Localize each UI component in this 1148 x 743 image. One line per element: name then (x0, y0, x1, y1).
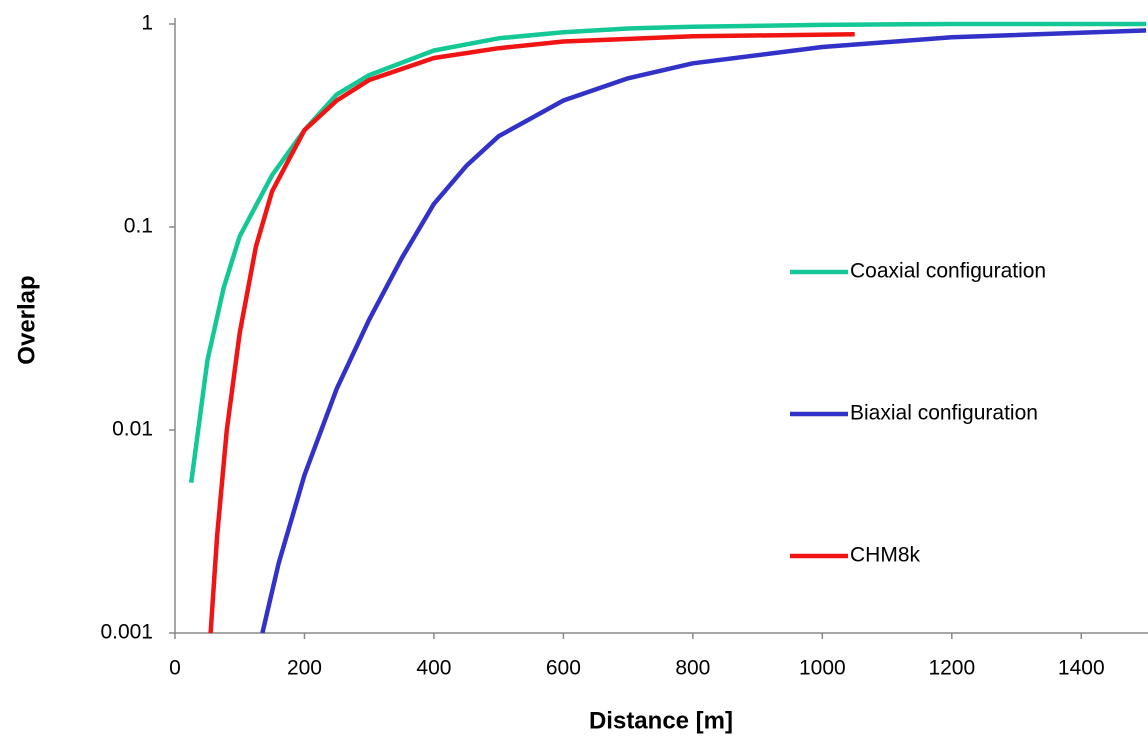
y-tick-label: 0.001 (100, 621, 153, 644)
x-tick-label: 1000 (799, 657, 846, 680)
y-tick-label: 1 (141, 12, 153, 35)
x-tick-label: 600 (546, 657, 581, 680)
y-tick-label: 0.01 (112, 418, 153, 441)
legend-label: Coaxial configuration (850, 260, 1046, 283)
x-tick-label: 800 (675, 657, 710, 680)
x-axis-title: Distance [m] (589, 707, 733, 734)
x-tick-label: 1200 (928, 657, 975, 680)
x-tick-label: 1400 (1058, 657, 1105, 680)
x-tick-label: 200 (287, 657, 322, 680)
legend-label: CHM8k (850, 544, 921, 567)
line (188, 21, 1146, 483)
y-tick-label: 0.1 (124, 215, 153, 238)
line (260, 28, 1147, 634)
line (208, 32, 855, 634)
x-tick-label: 0 (169, 657, 181, 680)
x-tick-label: 400 (416, 657, 451, 680)
legend-label: Biaxial configuration (850, 402, 1038, 425)
y-axis-title: Overlap (13, 275, 40, 364)
